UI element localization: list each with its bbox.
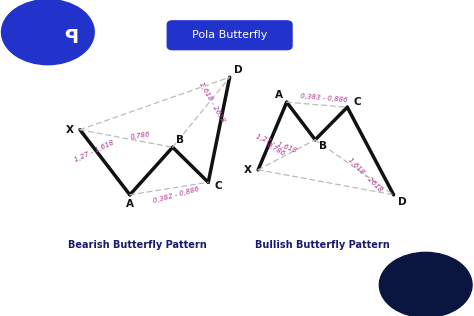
Text: Pola Butterfly: Pola Butterfly (192, 30, 267, 40)
Circle shape (379, 252, 472, 316)
Text: D: D (398, 197, 407, 207)
Text: 1,618 - 2618: 1,618 - 2618 (198, 81, 226, 123)
Text: 1,27 - 1,618: 1,27 - 1,618 (255, 133, 297, 154)
Text: A: A (126, 198, 134, 209)
Text: A: A (275, 90, 283, 100)
Text: X: X (66, 125, 74, 135)
Text: 1,618 - 2618: 1,618 - 2618 (347, 157, 383, 193)
Text: 0,382 - 0,886: 0,382 - 0,886 (153, 186, 200, 204)
FancyBboxPatch shape (167, 21, 292, 50)
Text: X: X (244, 165, 252, 175)
Text: Bullish Butterfly Pattern: Bullish Butterfly Pattern (255, 240, 390, 250)
Text: B: B (319, 141, 327, 151)
Text: ꟼ: ꟼ (64, 27, 78, 47)
Text: 0,786: 0,786 (130, 132, 151, 140)
Text: 0,383 - 0,886: 0,383 - 0,886 (300, 94, 348, 104)
Text: D: D (234, 65, 243, 75)
Text: C: C (214, 181, 222, 191)
Text: 1,27 - 1,618: 1,27 - 1,618 (73, 139, 115, 163)
Text: 0,786: 0,786 (266, 142, 286, 157)
Text: Bearish Butterfly Pattern: Bearish Butterfly Pattern (68, 240, 206, 250)
Text: B: B (176, 135, 184, 145)
Circle shape (1, 0, 94, 65)
Text: C: C (354, 97, 361, 107)
